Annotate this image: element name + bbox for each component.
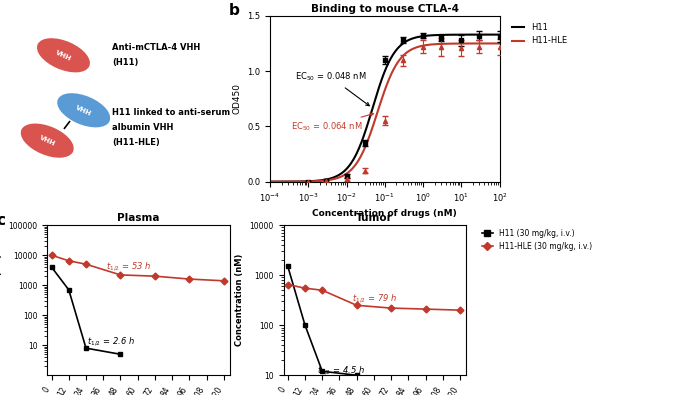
Text: Anti-mCTLA-4 VHH: Anti-mCTLA-4 VHH (112, 43, 200, 52)
Text: t$_{1/2}$ = 79 h: t$_{1/2}$ = 79 h (352, 293, 398, 305)
Ellipse shape (57, 93, 110, 127)
Ellipse shape (37, 38, 90, 72)
X-axis label: Concentration of drugs (nM): Concentration of drugs (nM) (313, 209, 457, 218)
H11 (495, 32, 504, 37)
H11-HLE (402, 50, 410, 55)
Y-axis label: Concentration (nM): Concentration (nM) (0, 254, 3, 346)
Text: b: b (229, 2, 240, 17)
H11-HLE (454, 41, 462, 46)
Y-axis label: Concentration (nM): Concentration (nM) (235, 254, 244, 346)
H11 (377, 81, 385, 86)
H11-HLE (495, 41, 504, 46)
Text: VHH: VHH (38, 134, 56, 147)
H11-HLE (375, 105, 383, 110)
Ellipse shape (21, 124, 74, 158)
Text: albumin VHH: albumin VHH (112, 123, 173, 132)
H11-HLE (266, 179, 274, 184)
H11 (266, 179, 274, 184)
H11-HLE (490, 41, 498, 46)
Text: c: c (0, 213, 5, 228)
Title: Plasma: Plasma (117, 213, 159, 223)
Text: H11 linked to anti-serum: H11 linked to anti-serum (112, 108, 230, 117)
Text: (H11-HLE): (H11-HLE) (112, 138, 160, 147)
Legend: H11, H11-HLE: H11, H11-HLE (508, 20, 570, 49)
Title: Binding to mouse CTLA-4: Binding to mouse CTLA-4 (310, 4, 459, 14)
H11-HLE (377, 101, 385, 105)
Text: t$_{1/2}$ = 2.6 h: t$_{1/2}$ = 2.6 h (88, 335, 136, 348)
Text: EC$_{50}$ = 0.048 nM: EC$_{50}$ = 0.048 nM (295, 71, 369, 106)
H11 (390, 51, 398, 55)
Text: t$_{1/2}$ = 53 h: t$_{1/2}$ = 53 h (106, 260, 151, 273)
H11 (490, 32, 498, 37)
Title: Tumor: Tumor (356, 213, 393, 223)
Text: (H11): (H11) (112, 58, 138, 68)
Line: H11: H11 (270, 35, 500, 182)
Legend: H11 (30 mg/kg, i.v.), H11-HLE (30 mg/kg, i.v.): H11 (30 mg/kg, i.v.), H11-HLE (30 mg/kg,… (479, 226, 595, 254)
Text: VHH: VHH (75, 104, 92, 117)
Text: t$_{1/2}$ = 4.5 h: t$_{1/2}$ = 4.5 h (317, 364, 364, 377)
H11 (454, 32, 462, 37)
Text: VHH: VHH (55, 49, 72, 62)
H11 (375, 85, 383, 90)
H11 (402, 39, 410, 43)
H11-HLE (390, 66, 398, 71)
Text: EC$_{50}$ = 0.064 nM: EC$_{50}$ = 0.064 nM (291, 113, 373, 133)
Y-axis label: OD450: OD450 (233, 83, 242, 114)
Line: H11-HLE: H11-HLE (270, 43, 500, 182)
